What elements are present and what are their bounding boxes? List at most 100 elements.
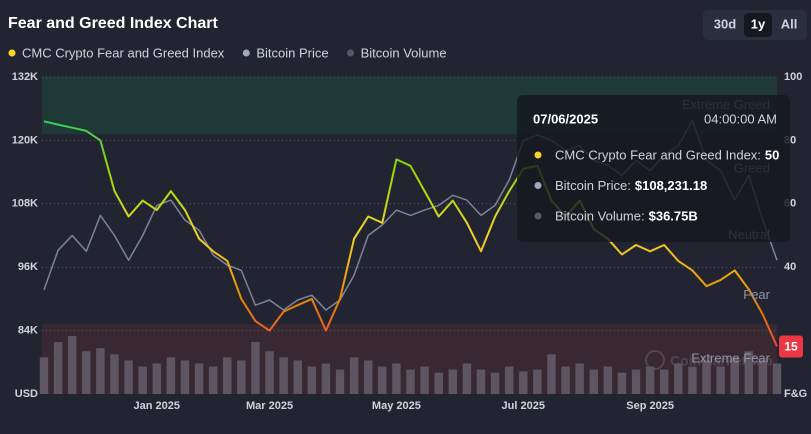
volume-bar (533, 369, 542, 394)
volume-bar (349, 357, 359, 394)
volume-bar (363, 360, 373, 394)
volume-bar (575, 363, 584, 394)
volume-bar (589, 369, 598, 394)
last-value-label: 15 (784, 340, 798, 354)
tooltip-date: 07/06/2025 (533, 111, 598, 126)
volume-bar (660, 369, 669, 394)
volume-bar (138, 366, 147, 394)
y2-axis-label: F&G (784, 388, 807, 400)
volume-bar (476, 369, 486, 394)
volume-bar (617, 372, 627, 394)
x-tick-label: May 2025 (372, 400, 421, 412)
legend-label: Bitcoin Volume (361, 45, 447, 60)
x-tick-label: Mar 2025 (246, 400, 293, 412)
volume-bar (490, 372, 500, 394)
volume-bar (152, 363, 161, 394)
volume-bar (335, 369, 345, 394)
volume-bar (321, 363, 331, 394)
volume-bar (631, 369, 641, 394)
y-tick-label: 84K (18, 325, 38, 337)
volume-bar (223, 357, 232, 394)
legend-marker (8, 49, 16, 57)
legend-marker (242, 49, 250, 57)
volume-bar (208, 366, 218, 394)
tooltip-label: Bitcoin Price: (555, 178, 631, 193)
volume-bar (758, 360, 768, 394)
volume-bar (53, 342, 63, 394)
zone-label: Extreme Fear (691, 351, 770, 366)
y-axis-label: USD (15, 388, 38, 400)
volume-bar (307, 366, 317, 394)
tooltip-label: Bitcoin Volume: (555, 208, 645, 223)
volume-bar (420, 366, 429, 394)
fear-greed-line (43, 120, 778, 347)
volume-bar (716, 366, 725, 394)
volume-bar (124, 360, 133, 394)
y-tick-label: 120K (12, 134, 38, 146)
volume-bar (462, 363, 472, 394)
x-tick-label: Jan 2025 (134, 400, 180, 412)
volume-bar (519, 371, 528, 394)
plot: 30d 1y All CMC Crypto Fear and Greed Index B… (8, 10, 807, 412)
range-button-label[interactable]: All (781, 16, 798, 31)
y2-tick-label: 100 (784, 71, 802, 83)
volume-bar (603, 366, 613, 394)
x-tick-label: Sep 2025 (626, 400, 674, 412)
legend-marker (347, 49, 355, 57)
tooltip: 07/06/2025 04:00:00 AM CMC Crypto Fear and… (517, 95, 790, 242)
volume-bar (279, 357, 288, 394)
volume-bar (378, 366, 387, 394)
volume-bar (730, 357, 739, 394)
volume-bar (645, 366, 655, 394)
y-tick-label: 96K (18, 261, 38, 273)
volume-bar (702, 360, 711, 394)
volume-bar (392, 363, 401, 394)
volume-bar (561, 366, 570, 394)
volume-bar (39, 357, 49, 394)
tooltip-value: $36.75B (649, 208, 698, 223)
volume-bar (180, 360, 190, 394)
volume-bar (504, 366, 514, 394)
range-button[interactable] (744, 13, 772, 37)
volume-bar (547, 354, 556, 394)
volume-bar (67, 336, 77, 394)
volume-bar (237, 360, 246, 394)
tooltip-value: $108,231.18 (635, 178, 707, 193)
volume-bar (96, 348, 105, 394)
volume-bar (82, 351, 91, 394)
tooltip-label: CMC Crypto Fear and Greed Index: (555, 147, 761, 162)
volume-bar (251, 342, 260, 394)
volume-bar (194, 363, 204, 394)
volume-bar (434, 372, 443, 394)
volume-bar (688, 366, 697, 394)
range-button-label[interactable]: 30d (714, 16, 736, 31)
y-tick-label: 132K (12, 71, 38, 83)
volume-bar (744, 351, 754, 394)
tooltip-marker (534, 212, 542, 220)
tooltip-marker (534, 182, 542, 189)
volume-bar (448, 369, 458, 394)
volume-bar (265, 351, 274, 394)
x-tick-label: Jul 2025 (502, 400, 545, 412)
tooltip-box (517, 95, 790, 242)
range-button-label[interactable]: 1y (751, 16, 766, 31)
volume-bar (293, 360, 302, 394)
volume-bar (406, 369, 415, 394)
watermark-logo (645, 350, 665, 370)
tooltip-value: 50 (765, 147, 779, 162)
zone-label: Fear (743, 287, 770, 302)
tooltip-time: 04:00:00 AM (704, 111, 777, 126)
last-value-badge (779, 335, 803, 358)
y-tick-label: 108K (12, 198, 38, 210)
chart-title: Fear and Greed Index Chart (8, 15, 219, 32)
tooltip-marker (534, 151, 542, 159)
volume-bar (166, 357, 176, 394)
volume-bar (674, 363, 683, 394)
volume-bar (772, 363, 782, 394)
legend-label: CMC Crypto Fear and Greed Index (22, 45, 225, 60)
y2-tick-label: 40 (784, 261, 796, 273)
volume-bar (110, 354, 119, 394)
legend-label: Bitcoin Price (256, 45, 328, 60)
